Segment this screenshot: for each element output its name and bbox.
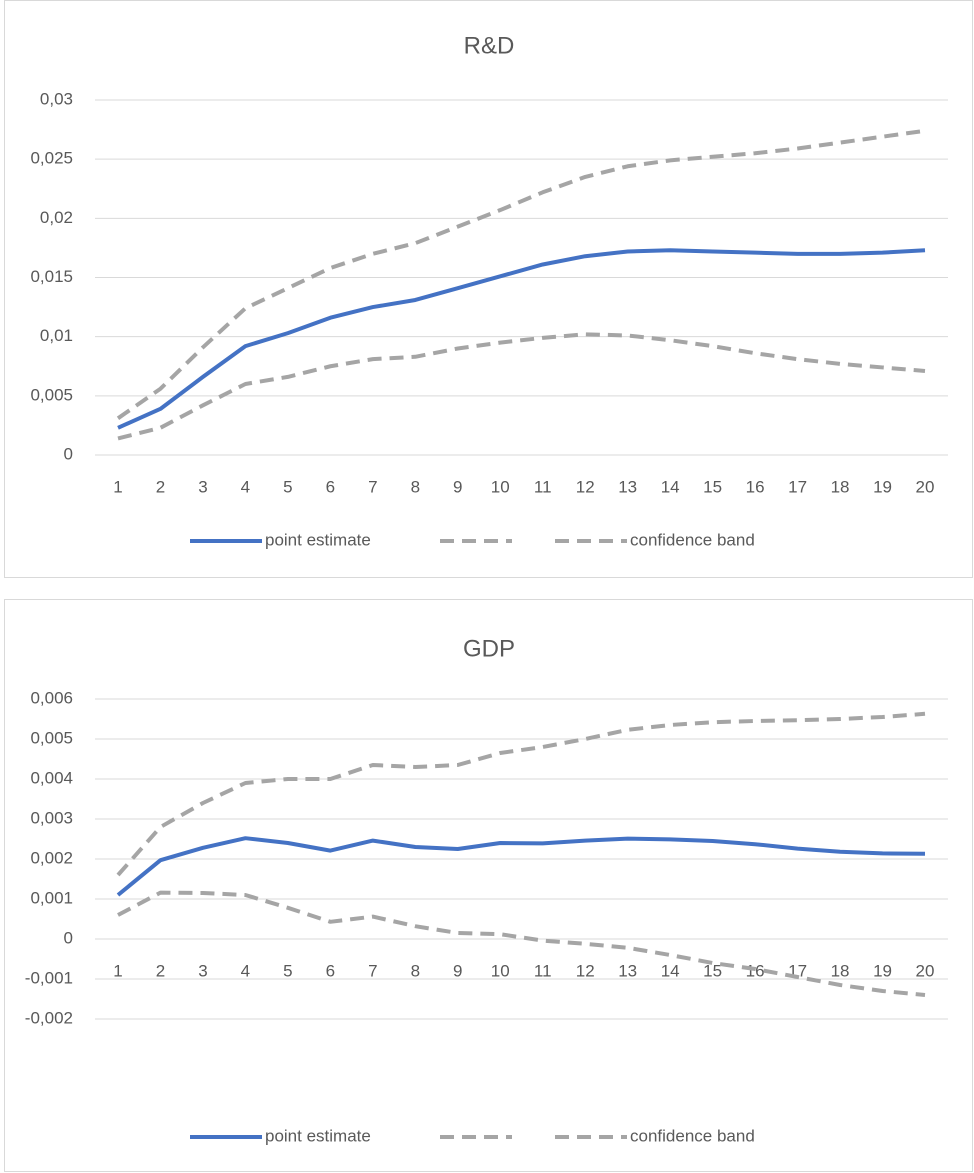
x-tick-label: 4 (241, 961, 250, 980)
x-tick-label: 17 (788, 477, 807, 496)
y-tick-label: 0,004 (30, 768, 73, 787)
x-tick-label: 20 (916, 961, 935, 980)
x-tick-label: 15 (703, 961, 722, 980)
chart-frame (4, 0, 973, 578)
y-tick-label: 0 (64, 928, 73, 947)
legend-label: confidence band (630, 530, 755, 549)
x-tick-label: 11 (534, 961, 552, 980)
x-tick-label: 1 (113, 961, 122, 980)
x-tick-label: 19 (873, 477, 892, 496)
legend-label: confidence band (630, 1126, 755, 1145)
y-tick-label: 0,025 (30, 149, 73, 168)
legend-label: point estimate (265, 1126, 371, 1145)
series-line (117, 248, 926, 430)
y-tick-label: 0 (64, 444, 73, 463)
x-tick-label: 7 (368, 961, 377, 980)
y-tick-label: 0,005 (30, 728, 73, 747)
x-tick-label: 11 (534, 477, 552, 496)
chart-title: GDP (463, 635, 515, 662)
y-tick-label: 0,02 (40, 208, 73, 227)
x-tick-label: 6 (326, 961, 335, 980)
y-tick-label: 0,03 (40, 89, 73, 108)
x-tick-label: 13 (618, 477, 637, 496)
y-tick-label: 0,005 (30, 385, 73, 404)
x-tick-label: 16 (746, 477, 765, 496)
x-tick-label: 5 (283, 961, 292, 980)
chart-frame (4, 599, 973, 1172)
x-tick-label: 1 (113, 477, 122, 496)
x-tick-label: 18 (831, 477, 850, 496)
x-tick-label: 14 (661, 477, 680, 496)
x-tick-label: 6 (326, 477, 335, 496)
series-line (116, 128, 926, 420)
y-tick-label: -0,001 (25, 968, 73, 987)
x-tick-label: 13 (618, 961, 637, 980)
series-line (117, 332, 926, 441)
x-tick-label: 5 (283, 477, 292, 496)
y-tick-label: 0,002 (30, 848, 73, 867)
x-tick-label: 8 (411, 961, 420, 980)
y-tick-label: 0,015 (30, 267, 73, 286)
x-tick-label: 2 (156, 961, 165, 980)
x-tick-label: 10 (491, 961, 510, 980)
x-tick-label: 3 (198, 961, 207, 980)
x-tick-label: 7 (368, 477, 377, 496)
x-tick-label: 2 (156, 477, 165, 496)
y-tick-label: 0,006 (30, 688, 73, 707)
x-tick-label: 4 (241, 477, 250, 496)
x-tick-label: 15 (703, 477, 722, 496)
series-line (116, 711, 926, 877)
y-tick-label: -0,002 (25, 1008, 73, 1027)
legend-label: point estimate (265, 530, 371, 549)
y-tick-label: 0,01 (40, 326, 73, 345)
y-tick-label: 0,003 (30, 808, 73, 827)
x-tick-label: 12 (576, 961, 595, 980)
x-tick-label: 9 (453, 961, 462, 980)
x-tick-label: 3 (198, 477, 207, 496)
x-tick-label: 9 (453, 477, 462, 496)
chart-title: R&D (464, 32, 515, 59)
series-line (116, 836, 926, 897)
y-tick-label: 0,001 (30, 888, 73, 907)
x-tick-label: 18 (831, 961, 850, 980)
x-tick-label: 20 (916, 477, 935, 496)
x-tick-label: 19 (873, 961, 892, 980)
x-tick-label: 10 (491, 477, 510, 496)
x-tick-label: 8 (411, 477, 420, 496)
x-tick-label: 14 (661, 961, 680, 980)
x-tick-label: 12 (576, 477, 595, 496)
series-line (117, 890, 926, 997)
